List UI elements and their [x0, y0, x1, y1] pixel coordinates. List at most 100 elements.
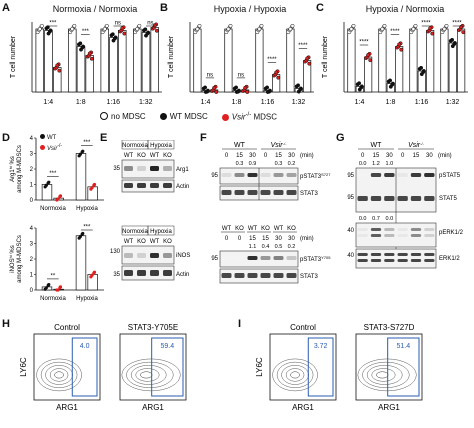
data-point	[382, 23, 387, 28]
data-point	[195, 27, 200, 31]
time-label: 15	[275, 153, 282, 159]
genotype-label: WT	[150, 153, 160, 159]
bar	[35, 28, 44, 93]
blot-f: WT Vsir-/-0 15 30 0 15 30 (min)0.3 0.9 0.3 0.295 pS…	[211, 141, 331, 284]
data-point	[461, 30, 466, 35]
gate-box	[151, 337, 184, 397]
band	[137, 253, 146, 258]
quant-label: 0.7	[372, 216, 380, 222]
tick-label: 1:4	[201, 99, 211, 106]
data-point	[245, 90, 250, 94]
data-point	[450, 44, 455, 49]
genotype-label: WT	[371, 142, 383, 149]
bar	[426, 30, 435, 93]
band	[357, 253, 368, 256]
band	[260, 190, 271, 195]
bar	[109, 37, 118, 93]
data-point	[419, 65, 424, 70]
data-point	[72, 23, 77, 28]
band	[221, 173, 232, 177]
data-point	[90, 186, 94, 190]
density-contour	[121, 358, 181, 392]
band	[424, 196, 435, 201]
data-point	[351, 23, 356, 28]
row-label: pSTAT3Y705	[300, 255, 331, 263]
data-point	[120, 26, 125, 31]
band	[286, 190, 297, 195]
chart-b: T cell number 1:4 ns 1:8 ns 1:16 **** 1:32 ****	[168, 22, 314, 106]
sig-label: ns	[147, 21, 153, 27]
d-legend: WT Vsir-/-	[40, 134, 62, 153]
band	[424, 253, 435, 256]
bar	[409, 28, 418, 93]
row-label: Actin	[176, 184, 189, 190]
data-point	[44, 183, 48, 187]
data-point	[214, 90, 219, 94]
data-point	[203, 85, 208, 90]
sig-label: ***	[83, 140, 91, 146]
bar	[68, 28, 77, 93]
bar	[85, 55, 94, 93]
data-point	[296, 83, 301, 88]
condition-label: Normoxia	[122, 143, 148, 149]
data-point	[203, 90, 208, 94]
quant-label: 1.1	[249, 244, 257, 250]
data-point	[137, 23, 142, 28]
data-point	[359, 84, 364, 89]
band	[286, 173, 297, 177]
time-label: 15	[236, 153, 243, 159]
band	[137, 270, 146, 276]
data-point	[102, 27, 107, 31]
data-point	[390, 81, 395, 86]
data-point	[56, 197, 60, 201]
data-point	[276, 75, 281, 80]
data-point	[442, 27, 447, 31]
band	[150, 253, 159, 258]
y-tick-label: 1	[30, 273, 34, 279]
mw-marker: 95	[211, 173, 218, 179]
row-label: pSTAT5	[439, 173, 461, 179]
panel-label-i: I	[238, 318, 242, 330]
band	[234, 190, 245, 195]
bar	[76, 46, 86, 93]
panel-title-c: Hypoxia / Normoxia	[365, 4, 445, 14]
chart-a: T cell number 1:4 *** 1:8 *** 1:16 ns 1:32 ns	[10, 21, 162, 106]
time-unit: (min)	[438, 153, 452, 159]
band	[124, 270, 133, 276]
data-point	[212, 85, 217, 90]
panel-label-h: H	[2, 318, 10, 330]
bar	[347, 28, 356, 93]
row-label: STAT5	[439, 196, 457, 202]
band	[137, 183, 146, 188]
data-point	[444, 23, 449, 28]
data-point	[58, 194, 63, 198]
band	[234, 273, 245, 278]
data-point	[399, 47, 404, 52]
band	[221, 256, 232, 260]
data-point	[226, 27, 231, 31]
y-tick-label: 2	[30, 257, 34, 263]
gate-box	[71, 337, 98, 397]
genotype-label: WT	[274, 226, 284, 232]
band	[163, 183, 172, 188]
sig-label: ****	[298, 43, 308, 49]
data-point	[57, 68, 62, 73]
sig-label: ns	[238, 72, 244, 78]
quant-label: 1.2	[372, 161, 380, 167]
band	[273, 173, 284, 177]
data-point	[357, 87, 362, 92]
data-point	[113, 35, 118, 40]
band	[357, 228, 368, 231]
density-contour	[130, 365, 167, 385]
band	[260, 273, 271, 278]
cond-box	[147, 225, 175, 236]
data-point	[234, 90, 239, 94]
bar	[378, 28, 387, 93]
gate-box	[307, 337, 334, 397]
quant-label: 0.0	[359, 161, 367, 167]
tick-label: 1:32	[446, 99, 460, 106]
data-point	[257, 27, 262, 31]
data-point	[243, 85, 248, 90]
data-point	[290, 23, 295, 28]
blot-g: WT Vsir-/-0 15 30 0 15 30 (min)0.0 1.2 1.00.0 0.7 0…	[347, 141, 464, 269]
